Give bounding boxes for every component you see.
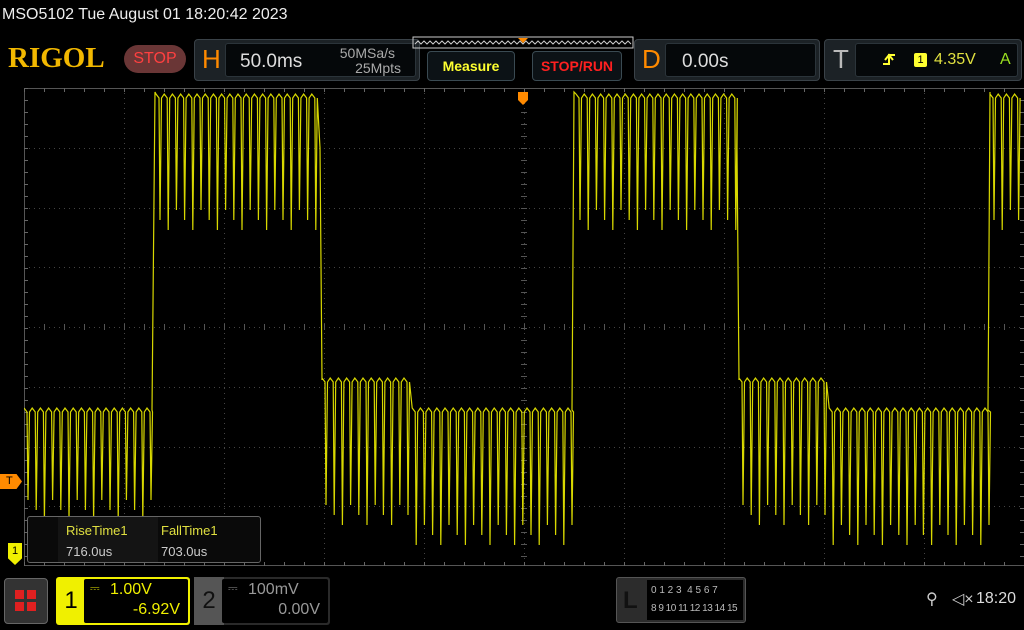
channel2-scale: 100mV [248, 581, 299, 598]
menu-button[interactable] [4, 578, 48, 624]
channel2-panel[interactable]: 2 ⎓ 100mV 0.00V [194, 577, 330, 625]
measurement-value: 703.0us [161, 544, 208, 559]
measurement-item: RiseTime1 716.0us [58, 517, 158, 562]
measurement-label: RiseTime1 [66, 523, 128, 538]
dc-coupling-icon: ⎓ [228, 581, 238, 595]
timebase-value: 50.0ms [240, 51, 303, 72]
measure-button[interactable]: Measure [427, 51, 515, 81]
usb-icon: ⚲ [926, 591, 938, 608]
trigger-position-marker [518, 92, 528, 105]
la-channels-row1: 0 1 2 3 4 5 6 7 [651, 585, 718, 596]
delay-panel[interactable]: D 0.00s [634, 39, 820, 81]
graticule [24, 88, 1024, 566]
trigger-source-badge: 1 [914, 53, 927, 67]
delay-value: 0.00s [682, 51, 729, 72]
memory-depth: 25Mpts [355, 60, 401, 76]
la-channels-row2: 8 9 10 11 12 13 14 15 [651, 603, 738, 614]
trigger-level: 4.35V [934, 51, 976, 68]
trigger-position-icon [518, 38, 528, 43]
rigol-logo: RIGOL [8, 42, 105, 74]
channel1-trace [24, 90, 1021, 546]
stop-run-button[interactable]: STOP/RUN [532, 51, 622, 81]
grid-menu-icon [15, 590, 36, 611]
measurement-panel: RiseTime1 716.0us FallTime1 703.0us [27, 516, 261, 563]
dc-coupling-icon: ⎓ [90, 581, 100, 595]
trigger-panel[interactable]: T 1 4.35V A [824, 39, 1022, 81]
memory-overview-bar[interactable] [412, 36, 634, 50]
muted-speaker-icon[interactable]: ◁× [952, 591, 974, 608]
delay-letter: D [642, 44, 661, 74]
channel2-number: 2 [194, 577, 224, 625]
channel2-offset: 0.00V [278, 601, 320, 618]
horizontal-panel[interactable]: H 50.0ms 50MSa/s 25Mpts [194, 39, 420, 81]
trigger-mode: A [1000, 51, 1011, 68]
horizontal-letter: H [202, 44, 221, 74]
channel1-panel[interactable]: 1 ⎓ 1.00V -6.92V [56, 577, 190, 625]
measurement-item: FallTime1 703.0us [159, 517, 259, 562]
trigger-letter: T [833, 44, 849, 74]
clock: 18:20 [976, 590, 1017, 607]
window-title: MSO5102 Tue August 01 18:20:42 2023 [2, 6, 288, 23]
logic-analyzer-panel[interactable]: L 0 1 2 3 4 5 6 7 8 9 10 11 12 13 14 15 [616, 577, 746, 623]
run-state-badge[interactable]: STOP [124, 45, 186, 73]
sample-rate: 50MSa/s [339, 45, 395, 61]
rising-edge-icon [883, 53, 895, 65]
trigger-level-marker[interactable]: T [0, 474, 22, 489]
measurement-value: 716.0us [66, 544, 113, 559]
channel1-offset-marker[interactable]: 1 [8, 543, 22, 565]
channel1-offset: -6.92V [132, 601, 180, 618]
channel1-number: 1 [64, 587, 78, 614]
channel1-scale: 1.00V [110, 581, 152, 598]
la-letter: L [623, 587, 638, 614]
measurement-label: FallTime1 [161, 523, 218, 538]
waveform-display[interactable] [24, 88, 1024, 566]
